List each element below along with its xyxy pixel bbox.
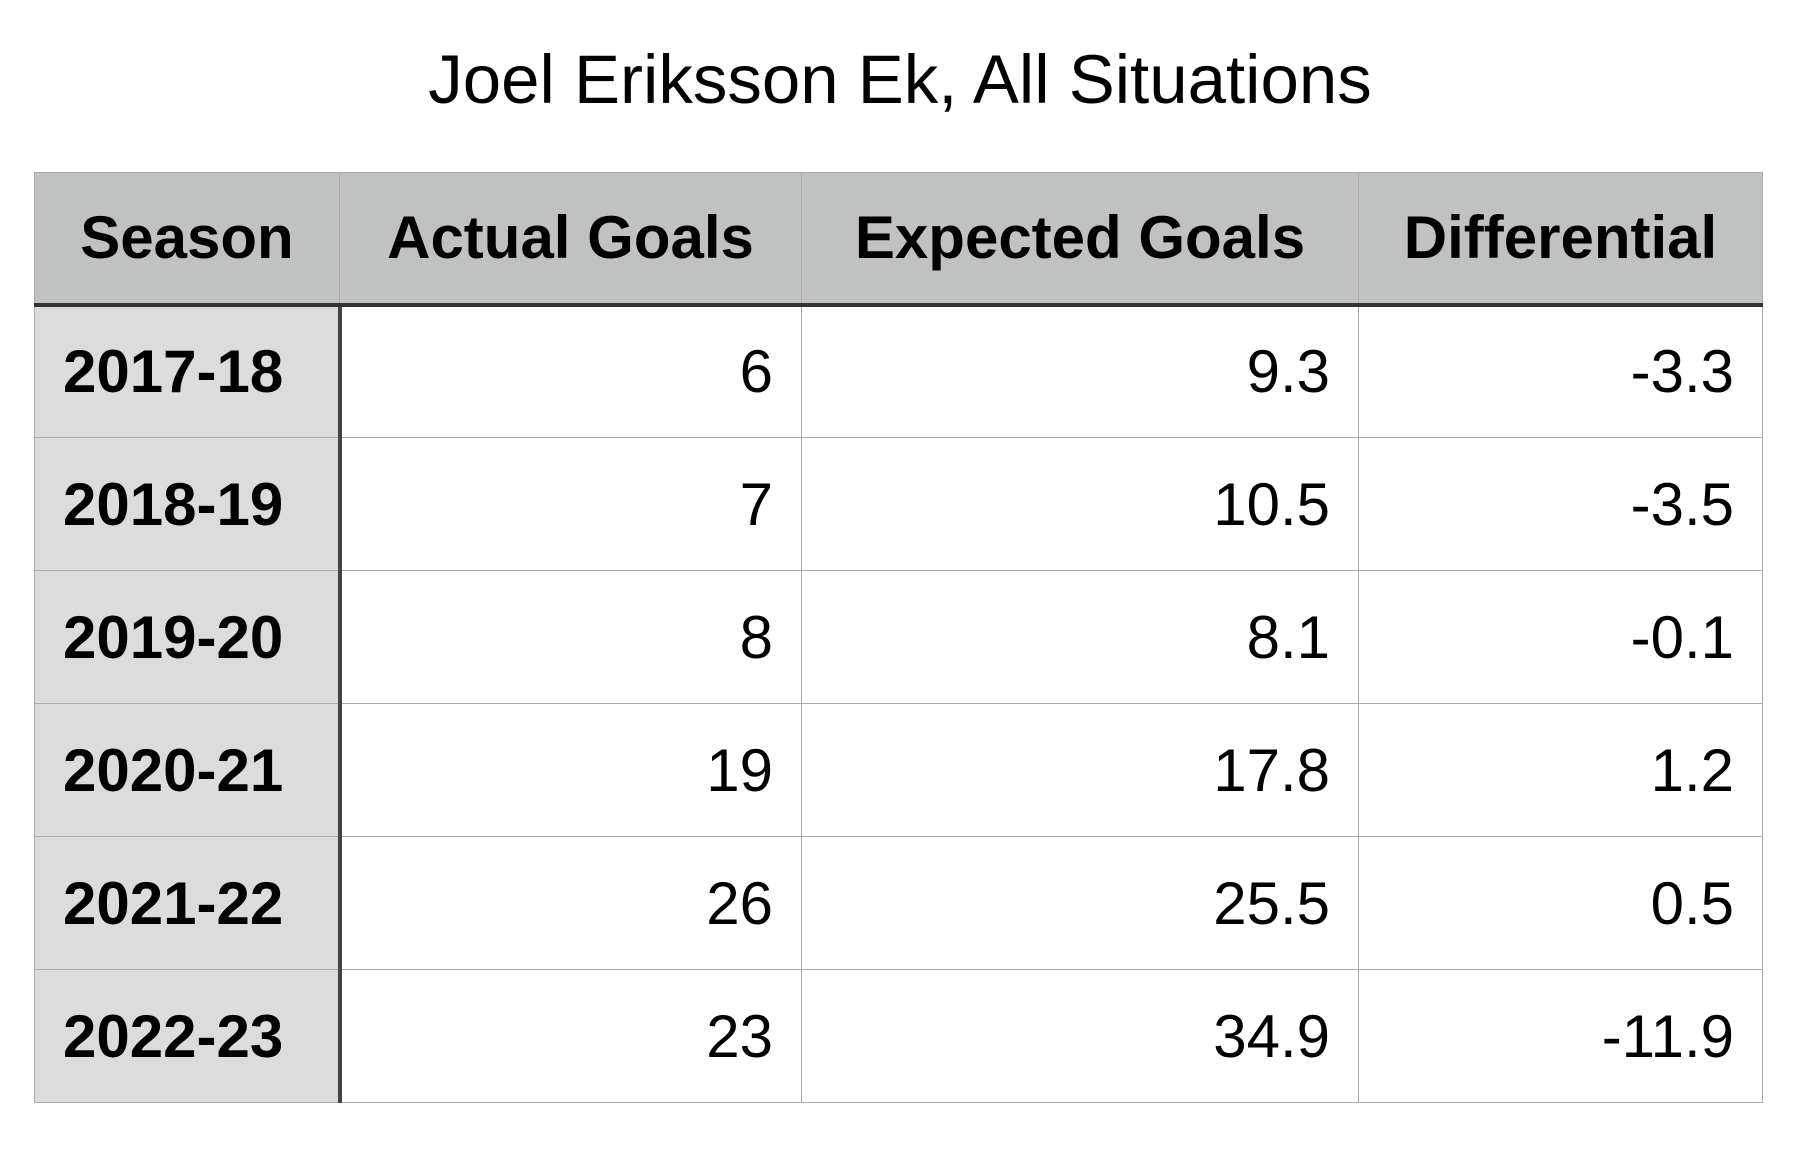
value-cell: 34.9 [801,969,1359,1103]
value-cell: 1.2 [1358,703,1763,837]
value-cell: -11.9 [1358,969,1763,1103]
value-cell: 9.3 [801,304,1359,438]
season-cell: 2018-19 [34,437,342,571]
table-row: 2021-22 26 25.5 0.5 [34,836,1763,970]
header-cell: Expected Goals [801,172,1359,307]
table-row: 2020-21 19 17.8 1.2 [34,703,1763,837]
value-cell: 6 [339,304,802,438]
season-cell: 2022-23 [34,969,342,1103]
table-row: 2018-19 7 10.5 -3.5 [34,437,1763,571]
value-cell: 8.1 [801,570,1359,704]
value-cell: 8 [339,570,802,704]
table-row: 2019-20 8 8.1 -0.1 [34,570,1763,704]
stats-table: Season Actual Goals Expected Goals Differen… [34,172,1763,1103]
value-cell: 23 [339,969,802,1103]
table-row: 2022-23 23 34.9 -11.9 [34,969,1763,1103]
value-cell: 26 [339,836,802,970]
header-cell: Differential [1358,172,1763,307]
header-row: Season Actual Goals Expected Goals Differen… [34,172,1763,307]
value-cell: 17.8 [801,703,1359,837]
value-cell: 25.5 [801,836,1359,970]
value-cell: -3.5 [1358,437,1763,571]
season-cell: 2017-18 [34,304,342,438]
value-cell: 0.5 [1358,836,1763,970]
season-cell: 2021-22 [34,836,342,970]
value-cell: -0.1 [1358,570,1763,704]
value-cell: -3.3 [1358,304,1763,438]
title: Joel Eriksson Ek, All Situations [428,41,1372,118]
value-cell: 7 [339,437,802,571]
table-body: 2017-18 6 9.3 -3.3 2018-19 7 10.5 -3.5 2019-20 8 8… [34,304,1763,1103]
header-cell: Actual Goals [339,172,802,307]
value-cell: 19 [339,703,802,837]
table-row: 2017-18 6 9.3 -3.3 [34,304,1763,438]
season-cell: 2019-20 [34,570,342,704]
header-cell: Season [34,172,340,307]
season-cell: 2020-21 [34,703,342,837]
value-cell: 10.5 [801,437,1359,571]
